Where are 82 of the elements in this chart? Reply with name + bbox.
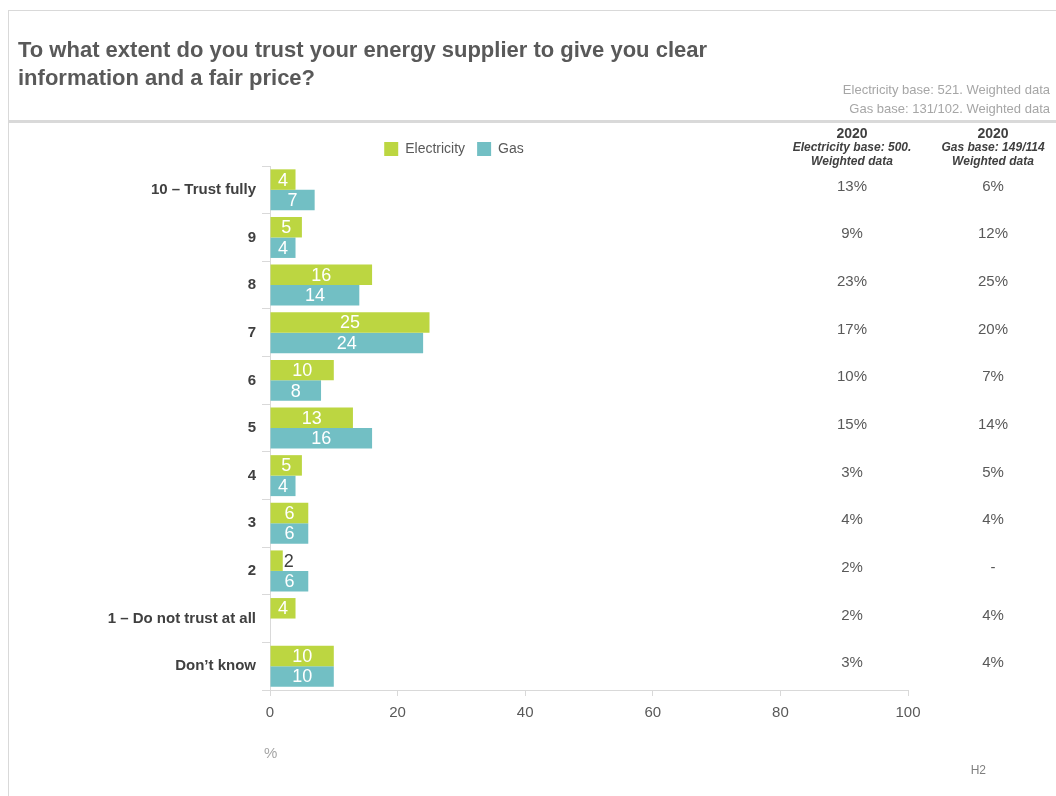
bar <box>270 169 296 190</box>
data-label: 2 <box>283 550 294 571</box>
data-label: 6 <box>284 571 295 592</box>
bar <box>270 598 296 619</box>
text: H2 <box>970 763 986 777</box>
annotation: 3% <box>840 462 864 480</box>
bar <box>270 523 309 544</box>
x-tick-label: 0 <box>265 703 275 721</box>
bar <box>270 666 334 687</box>
y-tick-label: 2 <box>247 561 256 579</box>
annotation: 9% <box>840 223 864 241</box>
text: - <box>989 557 997 575</box>
data-label: 4 <box>278 169 289 190</box>
text: 4% <box>981 509 1005 527</box>
x-tick-label: 40 <box>516 703 534 721</box>
data-label: 6 <box>284 523 295 544</box>
annotation: 17% <box>836 319 868 337</box>
annotation: 4% <box>840 509 864 527</box>
data-label: 13 <box>301 407 322 428</box>
data-label: 8 <box>290 380 301 401</box>
annotation: 10% <box>836 366 868 384</box>
bar <box>270 407 353 428</box>
y-tick-label: 5 <box>247 418 256 436</box>
y-tick-label: 4 <box>247 465 257 483</box>
y-tick-label: 6 <box>247 370 256 388</box>
x-tick-label: 80 <box>772 703 789 721</box>
bar <box>270 312 430 333</box>
bar <box>270 550 283 571</box>
data-label: 4 <box>278 598 289 619</box>
chart-title: To what extent do you trust your energy supplier to give you clear information and a fair price? <box>18 36 709 92</box>
annotation: 2% <box>840 557 864 575</box>
text: 12% <box>977 223 1009 241</box>
bar <box>270 189 315 211</box>
annotation: 2020 Electricity base: 500. Weighted data <box>791 125 913 168</box>
y-tick-label: 1 – Do not trust at all <box>107 608 256 626</box>
bar <box>270 285 360 306</box>
bar <box>270 380 322 401</box>
data-label: 24 <box>336 332 357 353</box>
y-tick-label: 8 <box>247 275 256 293</box>
text: 14% <box>977 414 1009 432</box>
text: Electricity base: 521. Weighted data Gas base: 131/102. Weighted data <box>842 81 1050 118</box>
data-label: 25 <box>339 312 361 333</box>
data-label: 10 <box>292 666 313 687</box>
data-label: 4 <box>278 237 289 258</box>
annotation: 2% <box>840 605 864 623</box>
annotation: 13% <box>836 176 868 194</box>
x-tick-label: 60 <box>644 703 662 721</box>
text: 2020 Gas base: 149/114 Weighted data <box>940 125 1046 168</box>
data-label: 14 <box>304 285 325 306</box>
data-label: 16 <box>311 428 332 449</box>
x-axis-title: % <box>264 744 278 761</box>
data-label: 10 <box>292 360 313 381</box>
bar <box>270 264 373 286</box>
x-tick-label: 100 <box>895 703 921 721</box>
y-tick-label: 9 <box>247 227 256 245</box>
data-label: 5 <box>281 217 292 238</box>
data-label: 16 <box>311 264 332 285</box>
legend-label: Gas <box>498 139 524 156</box>
text: 6% <box>981 176 1005 194</box>
y-tick-label: 3 <box>247 513 256 531</box>
text: 20% <box>977 319 1009 337</box>
data-label: 4 <box>278 475 289 496</box>
y-tick-label: Don’t know <box>175 656 257 674</box>
bar <box>270 237 296 258</box>
x-tick-label: 20 <box>389 703 406 721</box>
text: 25% <box>977 271 1009 289</box>
text: 4% <box>981 652 1005 670</box>
bar <box>270 332 424 354</box>
legend-label: Electricity <box>405 139 466 156</box>
data-label: 7 <box>287 190 298 211</box>
text: 4% <box>981 605 1005 623</box>
annotation: 23% <box>836 271 868 289</box>
data-label: 6 <box>284 503 295 523</box>
y-tick-label: 7 <box>247 322 256 340</box>
bar <box>270 428 373 449</box>
data-label: 10 <box>292 645 313 666</box>
text: 7% <box>981 366 1005 384</box>
text: 5% <box>981 462 1005 480</box>
annotation: 15% <box>836 414 868 432</box>
data-label: 5 <box>281 455 292 476</box>
annotation: 3% <box>840 652 864 670</box>
y-tick-label: 10 – Trust fully <box>150 179 257 197</box>
